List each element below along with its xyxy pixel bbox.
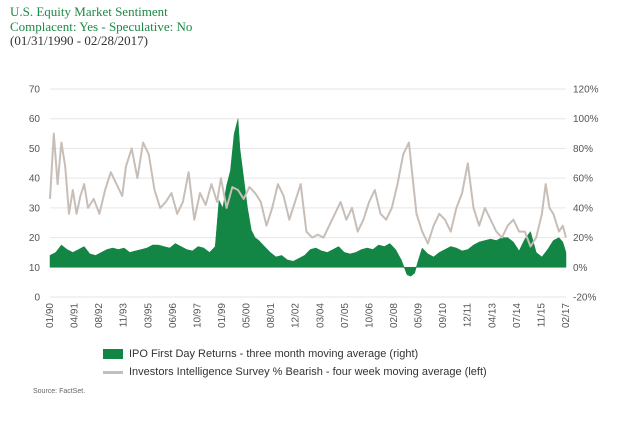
x-tick-label: 07/05 [340,303,351,328]
right-tick-label: -20% [573,293,596,304]
x-tick-label: 05/09 [414,303,425,328]
left-tick-label: 70 [29,85,41,96]
x-tick-label: 10/06 [364,303,375,328]
x-tick-label: 04/13 [487,303,498,328]
left-tick-label: 40 [29,174,41,185]
x-tick-label: 12/02 [291,303,302,328]
legend-ipo-label: IPO First Day Returns - three month movi… [129,348,419,360]
right-tick-label: 100% [573,114,599,125]
x-tick-label: 03/04 [315,303,326,328]
x-tick-label: 07/14 [512,303,523,328]
right-tick-label: 60% [573,174,593,185]
right-axis-ticks: -20% 0% 20% 40% 60% 80% 100% 120% [573,85,599,304]
x-tick-label: 12/11 [463,303,474,328]
left-tick-label: 10 [29,263,41,274]
left-tick-label: 0 [34,293,40,304]
left-tick-label: 30 [29,203,41,214]
survey-line-layer [49,132,567,248]
left-axis-ticks: 0 10 20 30 40 50 60 70 [29,85,41,304]
ipo-area-layer [49,118,567,277]
x-tick-label: 03/95 [143,303,154,328]
source-note: Source: FactSet. [33,388,86,395]
date-range: (01/31/1990 - 02/28/2017) [10,33,148,48]
x-tick-label: 10/97 [192,303,203,328]
x-tick-label: 01/99 [217,303,228,328]
x-tick-label: 01/90 [45,303,56,328]
x-tick-label: 02/08 [389,303,400,328]
ipo-area [49,118,567,277]
survey-line [49,132,567,248]
x-tick-label: 08/92 [94,303,105,328]
legend-survey-label: Investors Intelligence Survey % Bearish … [129,366,487,378]
left-tick-label: 60 [29,114,41,125]
legend-ipo-swatch [103,349,123,359]
legend-survey: Investors Intelligence Survey % Bearish … [103,366,487,378]
x-tick-label: 09/10 [438,303,449,328]
x-tick-label: 06/96 [168,303,179,328]
x-axis-ticks: 01/90 04/91 08/92 11/93 03/95 06/96 10/97 01/99… [45,303,572,328]
x-tick-label: 08/01 [266,303,277,328]
left-tick-label: 50 [29,144,41,155]
right-tick-label: 0% [573,263,588,274]
legend-survey-swatch [103,370,123,374]
x-tick-label: 05/00 [242,303,253,328]
x-tick-label: 11/15 [536,303,547,328]
legend-ipo: IPO First Day Returns - three month movi… [103,348,418,360]
right-tick-label: 40% [573,203,593,214]
chart-subtitle: Complacent: Yes - Speculative: No [10,19,193,34]
right-tick-label: 120% [573,85,599,96]
x-tick-label: 02/17 [561,303,572,328]
x-tick-label: 11/93 [119,303,130,328]
left-tick-label: 20 [29,233,41,244]
x-tick-label: 04/91 [70,303,81,328]
right-tick-label: 20% [573,233,593,244]
chart-title: U.S. Equity Market Sentiment [10,4,168,19]
right-tick-label: 80% [573,144,593,155]
